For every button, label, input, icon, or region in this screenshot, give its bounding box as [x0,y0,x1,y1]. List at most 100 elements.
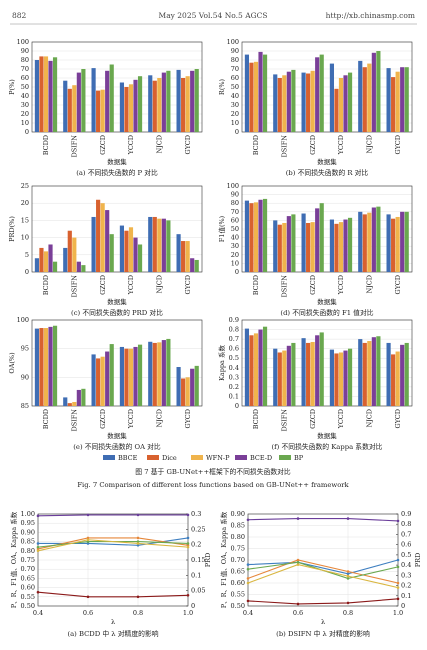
bar [258,51,263,132]
bar [148,341,153,406]
bar [244,200,250,272]
bar [152,342,157,406]
bar [76,72,81,132]
bar [190,258,195,272]
bar [128,84,134,132]
bar [109,234,114,272]
bar [185,377,190,406]
y-tick-label: 70 [21,65,29,73]
y-tick-label: 90 [21,47,29,55]
y-tick-label: 95 [21,345,29,353]
bar [34,328,40,406]
bar [166,70,171,132]
x-tick-label: GZCD [309,135,317,155]
bar [76,261,81,272]
y-tick-label: 30 [231,242,239,250]
bar [176,367,181,406]
x-tick-label: DSIFN [281,409,289,432]
x-axis-label: 数据集 [107,431,127,440]
x-tick-label: YCCD [127,275,135,295]
x-tick-label: BCDD [252,275,260,295]
figure-caption-en: Fig. 7 Comparison of different loss func… [77,481,349,489]
x-tick-label: 0.8 [133,609,143,617]
bar [386,68,391,132]
x-axis-label: 数据集 [317,297,337,306]
bar [133,79,138,132]
x-axis-label: 数据集 [317,431,337,440]
line-marker [136,542,140,545]
x-tick-label: YCCD [127,135,135,155]
x-tick-label: 0.6 [293,609,303,617]
x-axis-label: λ [321,618,325,626]
bar [105,351,110,406]
y-tick-label: 90 [21,373,29,381]
x-tick-label: BCDD [42,275,50,295]
bar [347,72,353,132]
bar [133,346,138,406]
y-axis-label: R(%) [218,78,226,95]
line-series [37,591,189,598]
y-tick-label: 30 [231,101,239,109]
bar [319,54,324,132]
bar [286,216,291,272]
bar [343,350,348,406]
y-tick-label: 100 [227,38,239,46]
bar [137,344,143,406]
bar [39,328,44,406]
bar [109,344,114,406]
bar [181,78,186,132]
y-tick-label: 0.55 [21,593,35,601]
line-marker [136,540,140,543]
bar [244,328,250,406]
bar [137,244,143,272]
bar [194,259,199,272]
bar [194,365,199,406]
bar [301,72,306,132]
bar [253,61,259,132]
line-marker [246,599,250,603]
bar [367,212,372,272]
y2-tick-label: 0.6 [401,541,411,549]
bar [152,216,157,272]
bar [39,247,44,272]
bar [376,336,381,406]
line-marker [396,558,400,562]
bar [119,82,125,132]
x-axis-label: 数据集 [317,157,337,166]
bar [76,389,81,406]
bar [100,203,105,272]
bar [72,85,77,132]
bar [343,219,348,272]
bar [48,244,53,272]
bar [282,75,287,132]
line-marker [296,563,300,566]
bar [362,67,367,132]
bar [52,57,58,132]
bar [310,222,315,272]
bar [347,348,353,406]
y-tick-label: 0 [25,128,29,136]
x-tick-label: DSIFN [281,135,289,158]
bar [306,73,311,132]
bar [329,219,335,272]
y-tick-label: 50 [21,83,29,91]
bar [157,342,162,406]
plot-frame [31,185,203,273]
chart-caption: (d) 不同损失函数的 F1 值对比 [280,308,373,317]
bar [96,90,101,132]
bar [395,351,400,406]
bar [166,338,171,406]
bar [128,227,134,272]
y-tick-label: 0.65 [231,568,245,576]
line-marker [186,542,190,545]
x-tick-label: 1.0 [183,609,193,617]
bar [43,251,49,272]
y-tick-label: 70 [231,65,239,73]
y-tick-label: 60 [21,74,29,82]
y2-tick-label: 0.2 [191,541,201,549]
y-tick-label: 0.6 [229,345,239,353]
line-marker [296,561,300,564]
y-tick-label: 40 [231,234,239,242]
bar [291,69,296,132]
